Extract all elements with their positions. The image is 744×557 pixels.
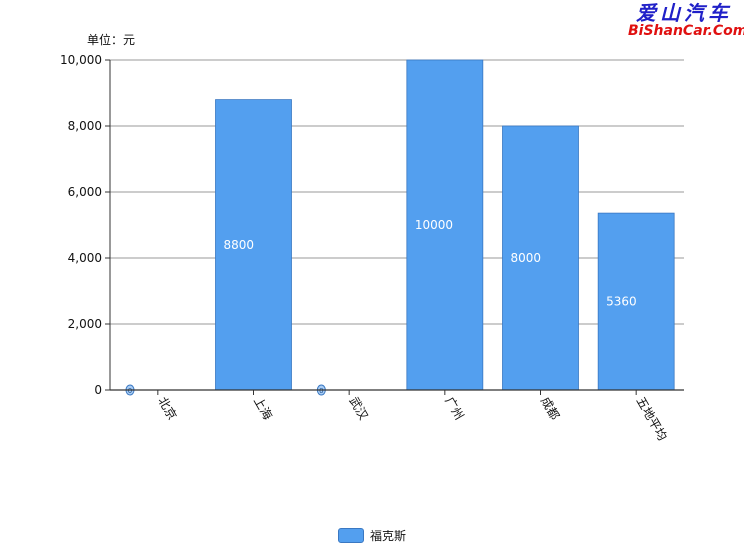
x-tick-label: 广州 [442,395,466,423]
bar [215,99,292,391]
legend-label: 福克斯 [369,529,406,543]
data-label: 8800 [224,238,255,252]
y-tick-label: 10,000 [60,53,102,67]
y-tick-label: 6,000 [68,185,102,199]
watermark-logo: 爱山汽车 BiShanCar.Com [628,1,744,39]
bar [406,59,484,391]
data-label: 10000 [415,218,453,232]
x-tick-label: 武汉 [347,395,371,423]
x-tick-label: 北京 [155,395,179,423]
data-label: 5360 [606,295,637,309]
bar [502,125,579,391]
watermark-chinese-text: 爱山汽车 [636,1,732,25]
y-tick-label: 0 [94,383,102,397]
data-label: 0 [128,387,132,395]
y-tick-label: 2,000 [68,317,102,331]
x-tick-label: 五地平均 [634,395,670,444]
x-tick-label: 成都 [538,395,562,423]
legend[interactable]: 福克斯 [0,527,744,544]
watermark-english-text: BiShanCar.Com [628,23,744,39]
legend-swatch [337,528,364,543]
unit-label: 单位：元 [87,33,136,47]
y-tick-label: 8,000 [68,119,102,133]
data-label: 0 [319,387,323,395]
y-tick-label: 4,000 [68,251,102,265]
data-label: 8000 [511,251,542,265]
x-tick-label: 上海 [251,394,276,422]
